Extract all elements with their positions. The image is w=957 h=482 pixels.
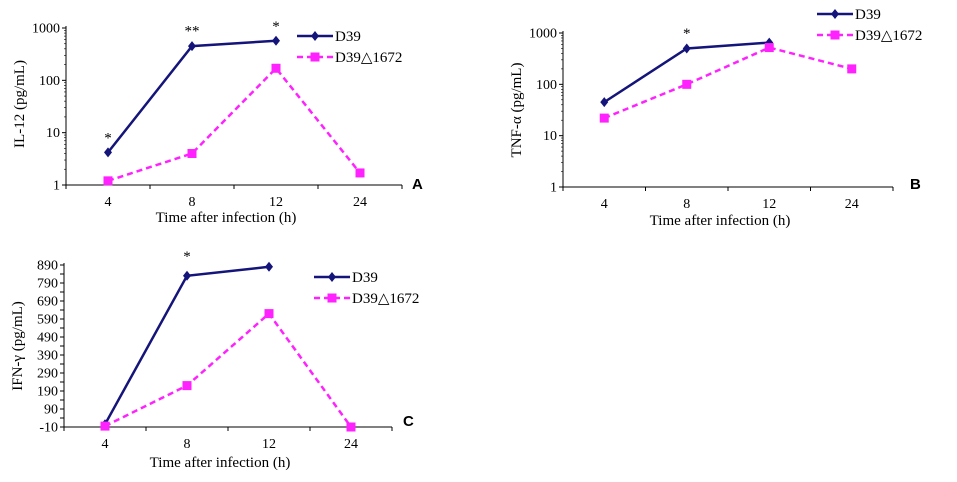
series-line-d39 (107, 39, 277, 154)
panel-letter: B (910, 176, 921, 193)
legend-marker-d39 (311, 31, 319, 41)
y-tick-label: 590 (37, 313, 58, 328)
y-tick-label: 100 (536, 78, 557, 93)
y-tick-label: 1 (550, 181, 557, 196)
panel-letter: C (403, 413, 414, 430)
significance-marker: ** (185, 23, 200, 39)
x-axis-title: Time after infection (h) (650, 213, 791, 229)
legend-marker-d39-1672 (830, 30, 840, 40)
legend-label-d39: D39 (352, 270, 378, 286)
legend-label-d39: D39 (335, 29, 361, 45)
y-tick-label: 1 (53, 179, 60, 194)
legend-marker-d39-1672 (310, 52, 320, 62)
y-tick-label: 490 (37, 331, 58, 346)
y-tick-label: 690 (37, 295, 58, 310)
significance-marker: * (104, 131, 112, 147)
data-point-d39-1672 (100, 421, 110, 431)
data-point-d39 (272, 35, 280, 46)
x-tick-label: 24 (353, 195, 367, 210)
y-tick-label: 290 (37, 367, 58, 382)
y-tick-label: 90 (44, 403, 58, 418)
data-point-d39-1672 (346, 422, 356, 432)
data-point-d39-1672 (271, 63, 281, 73)
x-tick-label: 4 (601, 197, 608, 212)
data-point-d39-1672 (182, 381, 192, 391)
legend-marker-d39-1672 (327, 293, 337, 303)
data-point-d39 (682, 43, 691, 54)
y-tick-label: 1000 (529, 27, 557, 42)
y-tick-label: 10 (46, 126, 60, 141)
data-point-d39 (600, 97, 609, 108)
y-tick-label: 790 (37, 277, 58, 292)
y-tick-label: -10 (39, 421, 58, 436)
series-line-d39-1672 (104, 311, 353, 428)
panel-b: 1 10 100 1000 4 8 12 24 Time after infection (h)… (509, 7, 922, 229)
legend-marker-d39 (831, 9, 839, 19)
data-point-d39-1672 (264, 309, 274, 319)
data-point-d39-1672 (355, 168, 365, 178)
x-axis-title: Time after infection (h) (150, 455, 291, 471)
x-tick-label: 8 (683, 197, 690, 212)
legend: D39 D39△1672 (314, 270, 419, 307)
y-tick-label: 390 (37, 349, 58, 364)
series-line-d39-1672 (107, 66, 361, 183)
x-tick-label: 12 (762, 197, 776, 212)
y-tick-label: 10 (543, 129, 557, 144)
x-tick-label: 8 (189, 195, 196, 210)
legend-label-d39-1672: D39△1672 (335, 50, 402, 66)
significance-marker: * (683, 26, 691, 42)
data-point-d39-1672 (599, 113, 609, 123)
y-tick-label: 190 (37, 385, 58, 400)
data-point-d39 (104, 147, 112, 158)
data-point-d39-1672 (103, 176, 113, 186)
x-tick-label: 4 (102, 437, 109, 452)
x-tick-label: 12 (269, 195, 283, 210)
data-point-d39 (188, 41, 196, 52)
series-line-d39 (103, 265, 270, 425)
y-axis-title: IL-12 (pg/mL) (12, 60, 28, 148)
x-tick-label: 24 (344, 437, 358, 452)
y-axis-title: IFN-γ (pg/mL) (10, 301, 26, 391)
data-point-d39 (183, 270, 191, 281)
panel-letter: A (412, 176, 423, 193)
legend-label-d39-1672: D39△1672 (352, 291, 419, 307)
significance-marker: * (272, 19, 280, 35)
x-tick-label: 8 (184, 437, 191, 452)
legend: D39 D39△1672 (817, 7, 922, 44)
significance-marker: * (183, 249, 191, 265)
x-axis-title: Time after infection (h) (156, 210, 297, 226)
data-point-d39-1672 (682, 79, 692, 89)
panel-c: -10 90 190 290 390 490 590 690 790 890 4 8 12 24 Time … (10, 249, 419, 471)
y-axis-title: TNF-α (pg/mL) (509, 63, 525, 158)
data-point-d39 (265, 261, 273, 272)
x-tick-label: 4 (105, 195, 112, 210)
series-line-d39-1672 (603, 46, 853, 120)
data-point-d39-1672 (187, 148, 197, 158)
y-tick-label: 1000 (32, 22, 60, 37)
legend: D39 D39△1672 (297, 29, 402, 66)
data-point-d39-1672 (764, 43, 774, 53)
y-tick-label: 890 (37, 259, 58, 274)
panel-a: 1 10 100 1000 4 8 12 24 Time after infection (h)… (12, 19, 423, 226)
x-tick-label: 24 (845, 197, 859, 212)
legend-label-d39: D39 (855, 7, 881, 23)
data-point-d39-1672 (847, 64, 857, 74)
y-tick-label: 100 (39, 74, 60, 89)
legend-marker-d39 (328, 272, 336, 282)
legend-label-d39-1672: D39△1672 (855, 28, 922, 44)
x-tick-label: 12 (262, 437, 276, 452)
